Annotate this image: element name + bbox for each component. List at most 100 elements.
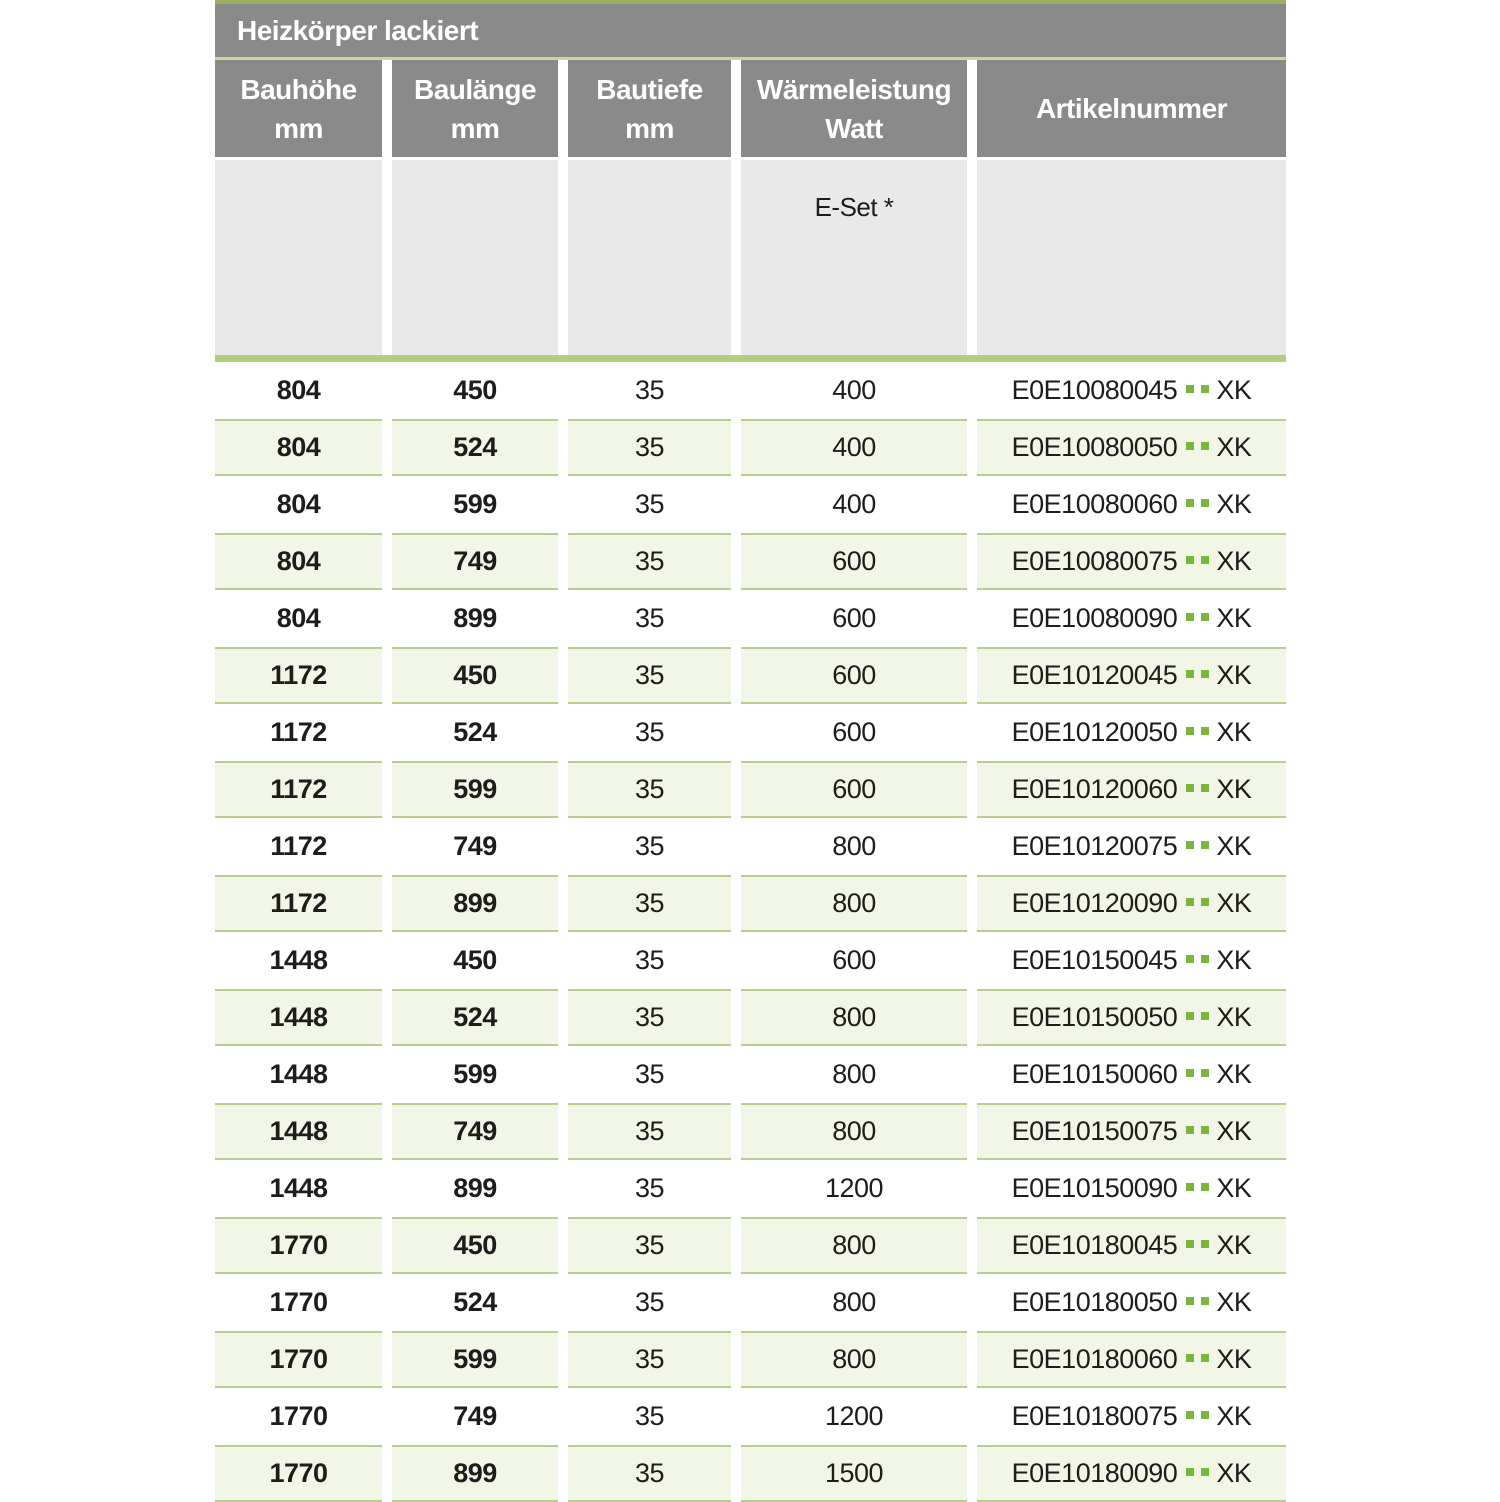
cell-watt: 800 [741,989,967,1046]
cell-bautiefe: 35 [568,419,731,476]
artikelnummer-prefix: E0E10150075 [1011,1116,1178,1146]
artikelnummer-prefix: E0E10080090 [1011,603,1178,633]
placeholder-dots-icon [1186,1297,1210,1308]
artikelnummer-prefix: E0E10080060 [1011,489,1178,519]
cell-bauhoehe: 804 [276,603,321,633]
artikelnummer-suffix: XK [1216,945,1252,975]
cell-bauhoehe: 804 [276,489,321,519]
table-row: 1770 450 35 800 E0E10180045 XK [215,1217,1286,1274]
cell-watt: 600 [832,717,876,747]
artikelnummer-suffix: XK [1216,1287,1252,1317]
cell-bauhoehe: 1172 [215,647,382,704]
eset-label: E-Set * [814,192,894,222]
artikelnummer-prefix: E0E10150090 [1011,1173,1178,1203]
placeholder-dot-icon [1201,385,1210,393]
cell-watt: 800 [741,1103,967,1160]
placeholder-dot-icon [1186,727,1195,735]
cell-artikelnummer: E0E10080050 XK [977,419,1286,476]
table-row: 1770 599 35 800 E0E10180060 XK [215,1331,1286,1388]
artikelnummer-suffix: XK [1216,1344,1252,1374]
cell-watt: 800 [832,1059,876,1089]
cell-bautiefe: 35 [568,1331,731,1388]
placeholder-dot-icon [1201,1354,1210,1362]
cell-bautiefe: 35 [568,1445,731,1502]
cell-baulaenge: 599 [392,761,558,818]
cell-watt: 400 [832,489,876,519]
cell-baulaenge: 524 [392,989,558,1046]
cell-artikelnummer: E0E10180060 XK [977,1331,1286,1388]
placeholder-dots-icon [1186,613,1210,624]
cell-baulaenge: 749 [392,533,558,590]
cell-artikelnummer: E0E10080075 XK [977,533,1286,590]
placeholder-dot-icon [1186,841,1195,849]
cell-watt: 800 [741,875,967,932]
artikelnummer-prefix: E0E10180045 [1011,1230,1178,1260]
placeholder-dot-icon [1186,898,1195,906]
placeholder-dot-icon [1201,1297,1210,1305]
subheader-cell-bauhoehe [215,160,382,355]
column-header-row: Bauhöhe mm Baulänge mm Bautiefe mm Wärme… [215,60,1286,157]
cell-bauhoehe: 1770 [215,1445,382,1502]
cell-artikelnummer: E0E10120050 XK [977,704,1286,761]
placeholder-dots-icon [1186,955,1210,966]
cell-bauhoehe: 1448 [269,1059,328,1089]
placeholder-dots-icon [1186,1183,1210,1194]
column-header-bautiefe: Bautiefe mm [568,60,731,157]
cell-artikelnummer: E0E10120090 XK [977,875,1286,932]
cell-artikelnummer: E0E10150075 XK [977,1103,1286,1160]
artikelnummer-suffix: XK [1216,1458,1252,1488]
table-row: 1770 899 35 1500 E0E10180090 XK [215,1445,1286,1502]
placeholder-dot-icon [1186,1069,1195,1077]
cell-artikelnummer: E0E10120045 XK [977,647,1286,704]
cell-bauhoehe: 1172 [215,875,382,932]
cell-bautiefe: 35 [568,1103,731,1160]
cell-artikelnummer: E0E10150045 XK [977,932,1286,989]
placeholder-dot-icon [1201,499,1210,507]
cell-bauhoehe: 804 [276,375,321,405]
placeholder-dots-icon [1186,898,1210,909]
header-body-separator [215,355,1286,362]
placeholder-dots-icon [1186,784,1210,795]
cell-watt: 600 [832,603,876,633]
cell-watt: 600 [741,647,967,704]
table-title-bar: Heizkörper lackiert [215,4,1286,57]
heizkoerper-spec-table: Heizkörper lackiert Bauhöhe mm Baulänge … [215,0,1286,1502]
column-header-artikelnummer: Artikelnummer [977,60,1286,157]
placeholder-dots-icon [1186,1411,1210,1422]
placeholder-dot-icon [1201,727,1210,735]
cell-bautiefe: 35 [634,489,665,519]
cell-baulaenge: 450 [392,647,558,704]
artikelnummer-prefix: E0E10150045 [1011,945,1178,975]
cell-baulaenge: 599 [392,1331,558,1388]
cell-bautiefe: 35 [634,603,665,633]
cell-bauhoehe: 1448 [215,1103,382,1160]
placeholder-dot-icon [1201,841,1210,849]
cell-bauhoehe: 804 [215,533,382,590]
cell-artikelnummer: E0E10120075 XK [977,818,1286,875]
artikelnummer-suffix: XK [1216,831,1252,861]
cell-bauhoehe: 1448 [269,945,328,975]
artikelnummer-suffix: XK [1216,717,1252,747]
artikelnummer-prefix: E0E10180090 [1011,1458,1178,1488]
placeholder-dot-icon [1201,442,1210,450]
cell-baulaenge: 899 [453,603,497,633]
subheader-cell-eset: E-Set * [741,160,967,355]
cell-bauhoehe: 1770 [215,1217,382,1274]
cell-watt: 1200 [824,1173,884,1203]
placeholder-dot-icon [1201,1183,1210,1191]
cell-bauhoehe: 1770 [269,1401,328,1431]
cell-watt: 1500 [741,1445,967,1502]
artikelnummer-suffix: XK [1216,432,1252,462]
placeholder-dot-icon [1201,670,1210,678]
artikelnummer-prefix: E0E10120075 [1011,831,1178,861]
table-row: 804 899 35 600 E0E10080090 XK [215,590,1286,647]
cell-artikelnummer: E0E10120060 XK [977,761,1286,818]
artikelnummer-suffix: XK [1216,1401,1252,1431]
placeholder-dot-icon [1186,784,1195,792]
cell-artikelnummer: E0E10180045 XK [977,1217,1286,1274]
placeholder-dot-icon [1186,442,1195,450]
cell-watt: 600 [741,761,967,818]
cell-bauhoehe: 1172 [270,831,327,861]
column-label: Artikelnummer [1035,93,1228,124]
placeholder-dots-icon [1186,727,1210,738]
